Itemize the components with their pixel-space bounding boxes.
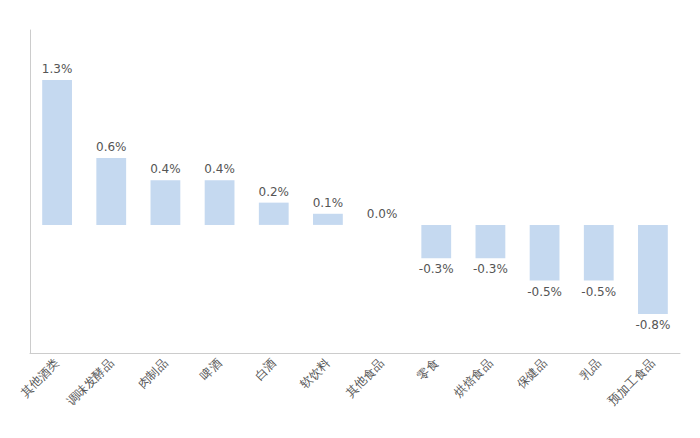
svg-text:乳品: 乳品: [577, 356, 604, 383]
svg-text:1.3%: 1.3%: [42, 62, 72, 76]
svg-text:烘焙食品: 烘焙食品: [452, 356, 496, 400]
svg-text:软饮料: 软饮料: [298, 356, 333, 391]
svg-text:零食: 零食: [414, 356, 441, 383]
svg-text:0.4%: 0.4%: [150, 162, 181, 176]
svg-text:啤酒: 啤酒: [198, 356, 225, 383]
svg-text:其他食品: 其他食品: [343, 356, 387, 400]
svg-text:0.0%: 0.0%: [367, 207, 398, 221]
svg-text:保健品: 保健品: [514, 356, 549, 391]
svg-text:-0.3%: -0.3%: [473, 262, 508, 276]
svg-text:白酒: 白酒: [252, 356, 279, 383]
svg-text:-0.5%: -0.5%: [527, 285, 562, 299]
svg-text:调味发酵品: 调味发酵品: [64, 356, 116, 408]
svg-text:0.1%: 0.1%: [313, 196, 344, 210]
svg-text:肉制品: 肉制品: [135, 356, 170, 391]
svg-text:其他酒类: 其他酒类: [18, 356, 62, 400]
svg-text:-0.8%: -0.8%: [636, 318, 671, 332]
svg-text:0.2%: 0.2%: [259, 185, 290, 199]
svg-text:-0.5%: -0.5%: [581, 285, 616, 299]
svg-text:-0.3%: -0.3%: [419, 262, 454, 276]
svg-text:预加工食品: 预加工食品: [606, 356, 658, 408]
svg-text:0.6%: 0.6%: [96, 140, 127, 154]
svg-text:0.4%: 0.4%: [204, 162, 235, 176]
